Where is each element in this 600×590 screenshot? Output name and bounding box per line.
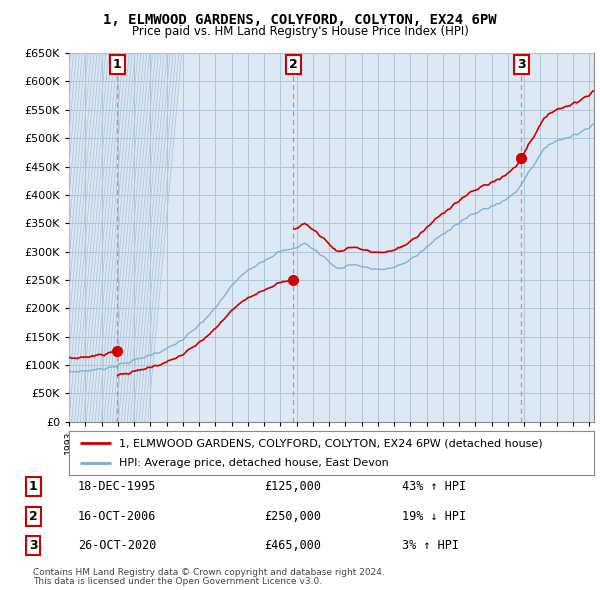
- Text: Contains HM Land Registry data © Crown copyright and database right 2024.: Contains HM Land Registry data © Crown c…: [33, 568, 385, 576]
- Text: 3: 3: [29, 539, 37, 552]
- Text: 3% ↑ HPI: 3% ↑ HPI: [402, 539, 459, 552]
- Text: 2: 2: [289, 58, 298, 71]
- Text: 3: 3: [517, 58, 526, 71]
- Text: 19% ↓ HPI: 19% ↓ HPI: [402, 510, 466, 523]
- Text: 1: 1: [113, 58, 121, 71]
- Text: HPI: Average price, detached house, East Devon: HPI: Average price, detached house, East…: [119, 458, 389, 468]
- Text: 18-DEC-1995: 18-DEC-1995: [78, 480, 157, 493]
- Text: £250,000: £250,000: [264, 510, 321, 523]
- Text: £465,000: £465,000: [264, 539, 321, 552]
- Text: £125,000: £125,000: [264, 480, 321, 493]
- Text: 16-OCT-2006: 16-OCT-2006: [78, 510, 157, 523]
- Text: 1, ELMWOOD GARDENS, COLYFORD, COLYTON, EX24 6PW: 1, ELMWOOD GARDENS, COLYFORD, COLYTON, E…: [103, 13, 497, 27]
- Text: Price paid vs. HM Land Registry's House Price Index (HPI): Price paid vs. HM Land Registry's House …: [131, 25, 469, 38]
- Text: This data is licensed under the Open Government Licence v3.0.: This data is licensed under the Open Gov…: [33, 577, 322, 586]
- Text: 2: 2: [29, 510, 37, 523]
- Text: 1: 1: [29, 480, 37, 493]
- Text: 1, ELMWOOD GARDENS, COLYFORD, COLYTON, EX24 6PW (detached house): 1, ELMWOOD GARDENS, COLYFORD, COLYTON, E…: [119, 438, 542, 448]
- Text: 26-OCT-2020: 26-OCT-2020: [78, 539, 157, 552]
- Text: 43% ↑ HPI: 43% ↑ HPI: [402, 480, 466, 493]
